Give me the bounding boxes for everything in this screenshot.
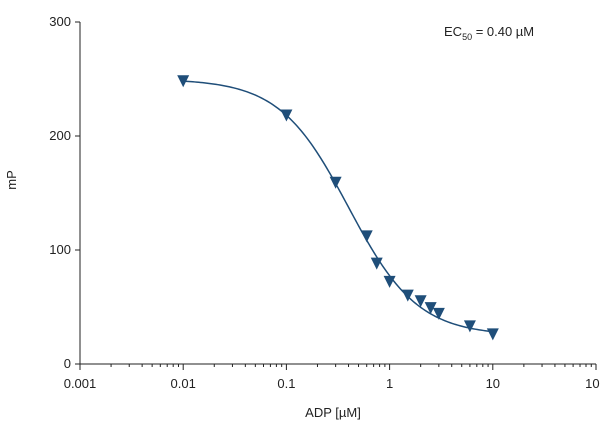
x-tick-label: 1 <box>386 376 393 391</box>
fit-curve <box>183 80 493 333</box>
data-point <box>463 320 476 333</box>
y-tick-label: 0 <box>64 356 71 371</box>
y-ticks: 0 100 200 300 <box>49 14 80 371</box>
y-tick-label: 300 <box>49 14 71 29</box>
x-tick-label: 0.001 <box>64 376 97 391</box>
x-tick-label: 0.01 <box>171 376 196 391</box>
data-point <box>424 302 437 315</box>
x-tick-label: 100 <box>585 376 600 391</box>
ec50-suffix: = 0.40 µM <box>472 24 534 39</box>
y-axis-title: mP <box>4 170 19 190</box>
data-point <box>414 295 427 308</box>
data-point <box>370 257 383 270</box>
data-point <box>280 109 293 122</box>
x-axis-title: ADP [µM] <box>305 405 361 420</box>
y-tick-label: 100 <box>49 242 71 257</box>
x-tick-label: 0.1 <box>277 376 295 391</box>
data-point <box>401 289 414 302</box>
data-points <box>177 75 499 341</box>
x-ticks: 0.001 0.01 0.1 1 10 100 <box>64 364 600 391</box>
ec50-annotation: EC50 = 0.40 µM <box>444 24 534 42</box>
data-point <box>177 75 190 88</box>
data-point <box>360 230 373 243</box>
x-tick-label: 10 <box>486 376 500 391</box>
data-point <box>383 275 396 288</box>
data-point <box>432 307 445 320</box>
axes <box>79 22 596 365</box>
data-point <box>486 328 499 341</box>
ec50-prefix: EC <box>444 24 462 39</box>
y-tick-label: 200 <box>49 128 71 143</box>
ec50-subscript: 50 <box>462 32 472 42</box>
data-point <box>329 176 342 189</box>
